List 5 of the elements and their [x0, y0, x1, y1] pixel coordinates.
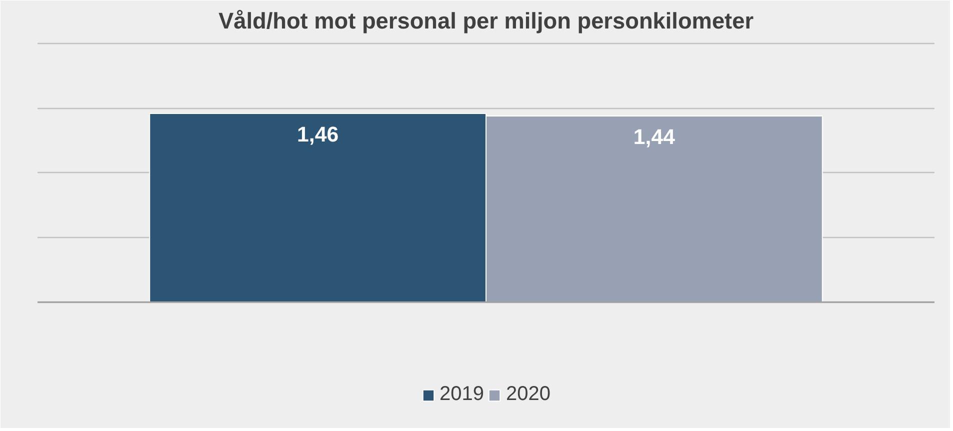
- legend-label: 2020: [506, 383, 550, 406]
- data-label: 1,44: [633, 125, 676, 150]
- data-label: 1,46: [297, 122, 339, 147]
- legend-label: 2019: [440, 383, 484, 406]
- chart-title: Våld/hot mot personal per miljon personkilometer: [218, 8, 754, 34]
